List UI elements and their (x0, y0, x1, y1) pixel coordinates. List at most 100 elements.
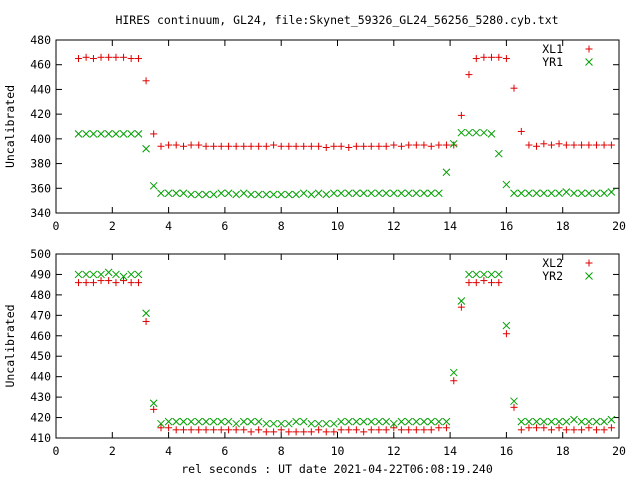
data-point (607, 141, 615, 149)
x-tick-label: 16 (499, 444, 513, 458)
data-point (105, 277, 113, 285)
data-point (187, 190, 195, 199)
data-point (435, 141, 443, 149)
x-tick-label: 12 (387, 219, 401, 233)
data-point (570, 415, 578, 424)
x-tick-label: 0 (53, 219, 60, 233)
data-point (442, 168, 451, 177)
x-tick-label: 4 (165, 444, 172, 458)
data-point (232, 419, 241, 428)
data-point (74, 130, 83, 138)
data-point (89, 55, 97, 63)
data-point (330, 142, 338, 150)
data-point (307, 419, 316, 428)
x-tick-label: 12 (387, 444, 401, 458)
y-axis-label: Uncalibrated (3, 85, 17, 168)
data-point (194, 417, 203, 426)
data-point (472, 128, 481, 137)
data-point (164, 417, 173, 426)
data-point (195, 426, 203, 434)
data-point (134, 55, 142, 63)
data-point (172, 141, 180, 149)
data-point (134, 279, 142, 287)
data-point (240, 426, 248, 434)
data-point (179, 417, 188, 426)
data-point (570, 189, 578, 198)
data-point (592, 426, 600, 434)
x-tick-label: 18 (556, 444, 570, 458)
y-tick-label: 400 (30, 132, 51, 146)
data-point (472, 279, 480, 287)
data-point (322, 428, 330, 436)
data-point (382, 426, 390, 434)
data-point (465, 71, 473, 79)
data-point (284, 190, 293, 199)
data-point (224, 417, 233, 426)
data-point (337, 426, 345, 434)
data-point (457, 128, 466, 137)
plot-frame (55, 253, 620, 439)
data-point (82, 270, 90, 279)
data-point (97, 270, 105, 279)
y-tick-label: 380 (30, 157, 51, 171)
data-point (427, 189, 436, 198)
data-point (142, 144, 150, 153)
data-point (172, 189, 181, 198)
data-point (195, 141, 203, 149)
data-point (592, 141, 600, 149)
x-axis-label: rel seconds : UT date 2021-04-22T06:08:1… (181, 462, 493, 476)
data-point (435, 424, 443, 432)
data-point (187, 417, 195, 426)
plot-frame (55, 39, 620, 214)
data-point (165, 424, 173, 432)
data-point (427, 426, 435, 434)
data-point (510, 84, 518, 92)
legend-marker (585, 45, 593, 53)
data-point (299, 417, 308, 426)
y-tick-label: 410 (30, 431, 51, 445)
data-point (577, 417, 586, 426)
data-point (397, 189, 406, 198)
data-point (442, 424, 450, 432)
data-point (562, 141, 570, 149)
data-point (405, 141, 413, 149)
x-tick-label: 14 (443, 219, 457, 233)
data-point (269, 419, 278, 428)
legend-label: YR2 (542, 269, 563, 283)
data-point (202, 190, 210, 199)
data-point (412, 417, 421, 426)
data-point (292, 417, 300, 426)
data-point (314, 419, 323, 428)
data-point (232, 426, 240, 434)
data-point (277, 142, 285, 150)
chart-title: HIRES continuum, GL24, file:Skynet_59326… (115, 13, 558, 27)
data-point (375, 417, 383, 426)
data-point (457, 111, 465, 119)
series-XL1 (75, 53, 615, 152)
data-point (533, 142, 541, 150)
data-point (180, 426, 188, 434)
data-point (210, 426, 218, 434)
data-point (262, 428, 270, 436)
data-point (397, 142, 405, 150)
data-point (150, 405, 158, 413)
legend-marker (585, 272, 593, 280)
data-point (367, 142, 375, 150)
data-point (600, 189, 608, 198)
data-point (547, 426, 555, 434)
data-point (449, 139, 458, 148)
data-point (270, 428, 278, 436)
legend-marker (585, 259, 593, 267)
data-point (480, 53, 488, 61)
data-point (510, 403, 518, 411)
data-point (607, 415, 616, 424)
data-point (420, 417, 428, 426)
data-point (97, 277, 105, 285)
data-point (277, 419, 286, 428)
data-point (300, 142, 308, 150)
data-point (525, 141, 533, 149)
data-point (510, 397, 518, 406)
data-point (247, 142, 255, 150)
x-tick-label: 20 (612, 444, 626, 458)
data-point (525, 417, 533, 426)
